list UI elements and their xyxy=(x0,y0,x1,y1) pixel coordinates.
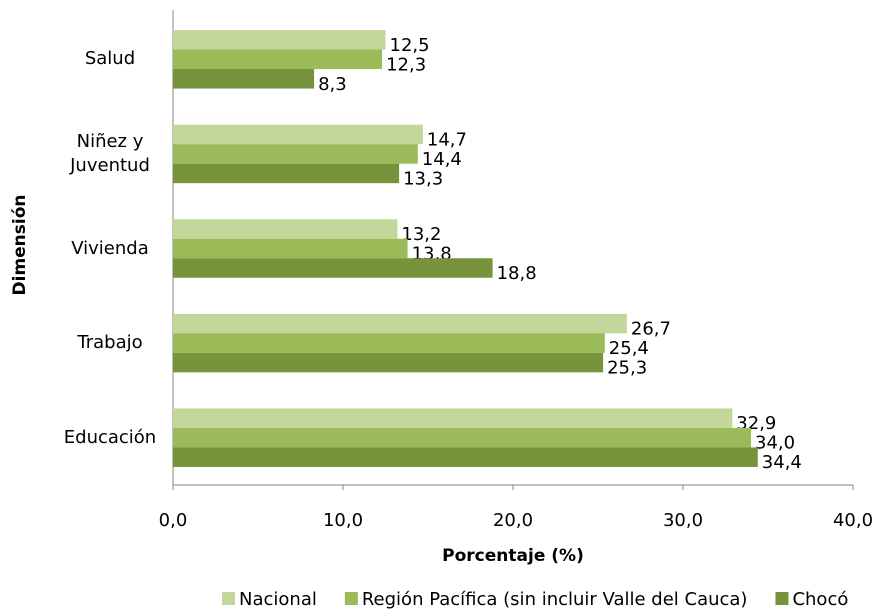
x-tick-label: 10,0 xyxy=(323,510,363,531)
value-label: 26,7 xyxy=(631,319,671,340)
value-label: 14,4 xyxy=(422,149,462,170)
y-axis-title: Dimensión xyxy=(10,194,30,295)
x-tick-label: 20,0 xyxy=(493,510,533,531)
x-tick-label: 40,0 xyxy=(833,510,873,531)
legend-swatch xyxy=(222,592,235,605)
y-tick-label: Salud xyxy=(84,48,136,70)
bar xyxy=(173,427,751,448)
value-label: 12,5 xyxy=(390,35,430,56)
value-label: 14,7 xyxy=(427,129,467,150)
bar xyxy=(173,124,423,145)
legend-swatch xyxy=(775,592,789,605)
value-label: 12,3 xyxy=(386,54,426,75)
bar xyxy=(173,333,605,353)
bar xyxy=(173,30,386,50)
bar xyxy=(173,258,493,278)
y-tick-label: Trabajo xyxy=(77,332,143,354)
y-tick-label: Vivienda xyxy=(71,237,149,259)
value-label: 25,3 xyxy=(607,358,647,379)
legend-label: Nacional xyxy=(239,589,317,610)
value-label: 25,4 xyxy=(609,338,649,359)
bar xyxy=(173,408,733,428)
value-label: 34,4 xyxy=(762,452,802,473)
bar xyxy=(173,313,627,334)
legend-label: Chocó xyxy=(792,589,848,610)
legend-swatch xyxy=(344,592,358,605)
bar xyxy=(173,352,604,373)
x-tick-label: 30,0 xyxy=(663,510,703,531)
bar xyxy=(173,447,758,467)
value-label: 18,8 xyxy=(497,263,537,284)
bar xyxy=(173,49,383,70)
bar xyxy=(173,163,400,184)
value-label: 34,0 xyxy=(755,433,795,454)
y-tick-label: Educación xyxy=(63,426,157,448)
value-label: 13,3 xyxy=(403,168,443,189)
value-label: 13,2 xyxy=(401,224,441,245)
legend-label: Región Pacífica (sin incluir Valle del C… xyxy=(362,589,748,610)
value-label: 8,3 xyxy=(318,74,347,95)
x-tick-label: 0,0 xyxy=(159,510,188,531)
bar xyxy=(173,144,418,164)
bar xyxy=(173,238,408,259)
bar xyxy=(173,219,398,239)
x-axis-title: Porcentaje (%) xyxy=(442,546,584,566)
bar xyxy=(173,69,315,89)
y-tick-label: Niñez y Juventud xyxy=(70,130,150,176)
